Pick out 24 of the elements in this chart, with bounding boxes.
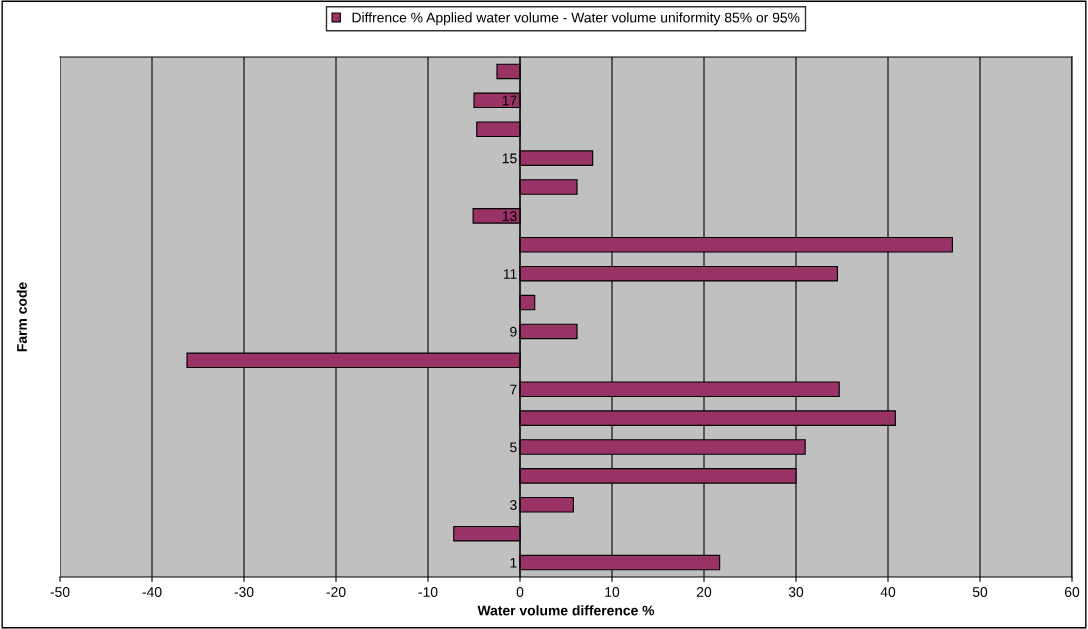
x-tick-label: -10	[418, 587, 438, 597]
y-tick-label: 7	[510, 384, 517, 395]
x-tick-label: 0	[516, 587, 524, 597]
y-tick-label: 11	[503, 269, 517, 279]
x-tick-label: 60	[1064, 587, 1080, 597]
y-tick-label: 5	[510, 442, 517, 453]
y-tick-label: 17	[502, 95, 517, 106]
x-tick-label: -50	[50, 587, 70, 597]
y-tick-label: 15	[502, 153, 517, 164]
y-tick-label: 3	[510, 500, 517, 510]
x-tick-label: -20	[326, 587, 346, 597]
y-tick-label: 13	[502, 211, 517, 222]
x-tick-label: 10	[605, 587, 620, 597]
x-tick-label: 30	[788, 587, 804, 597]
legend-label: Diffrence % Applied water volume - Water volume uniformity 85% or 95%	[352, 12, 800, 26]
x-tick-label: 20	[696, 587, 712, 597]
y-tick-label: 9	[510, 326, 517, 337]
x-tick-label: -30	[234, 587, 254, 597]
x-tick-label: 40	[880, 587, 896, 597]
x-tick-label: -40	[142, 587, 162, 597]
x-axis-title: Water volume difference %	[477, 605, 655, 616]
x-tick-label: 50	[972, 587, 988, 597]
y-axis-title: Farm code	[16, 282, 27, 352]
y-tick-label: 1	[510, 558, 517, 568]
